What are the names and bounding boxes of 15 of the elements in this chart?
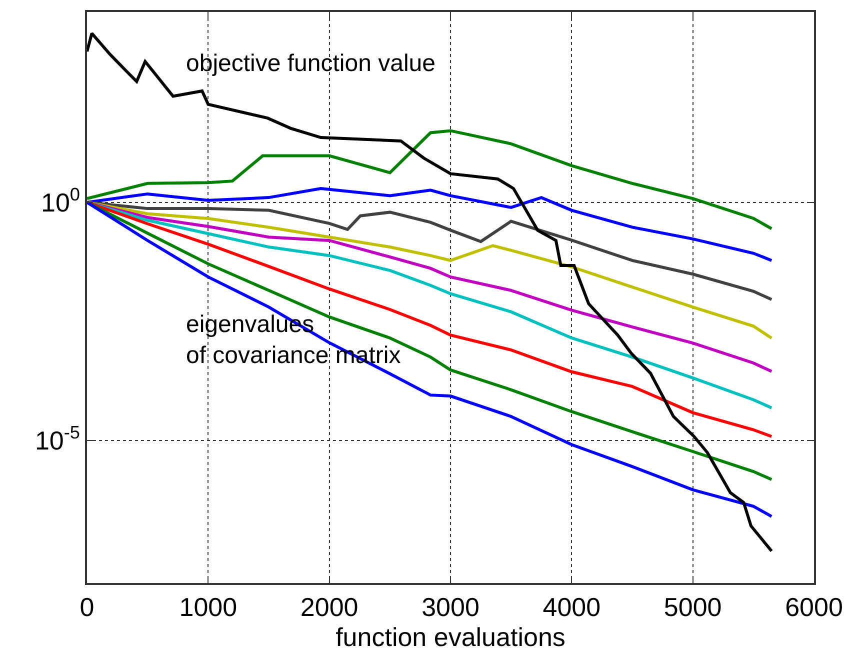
x-tick-label: 3000 (422, 592, 480, 622)
line-series (87, 200, 774, 340)
x-tick-label: 0 (80, 592, 94, 622)
x-axis-title: function evaluations (336, 622, 566, 652)
line-series (87, 32, 774, 553)
x-tick-label: 1000 (179, 592, 238, 622)
y-tick-label: 10$^{-5}$ (34, 422, 80, 456)
x-tick-label: 5000 (664, 592, 722, 622)
annotation: objective function value (186, 50, 436, 77)
x-tick-label: 4000 (542, 592, 601, 622)
line-series (87, 200, 774, 373)
x-tick-label: 2000 (300, 592, 358, 622)
y-tick-label: 10$^{0}$ (41, 184, 80, 218)
x-tick-label: 6000 (785, 592, 843, 622)
line-series (87, 200, 774, 301)
